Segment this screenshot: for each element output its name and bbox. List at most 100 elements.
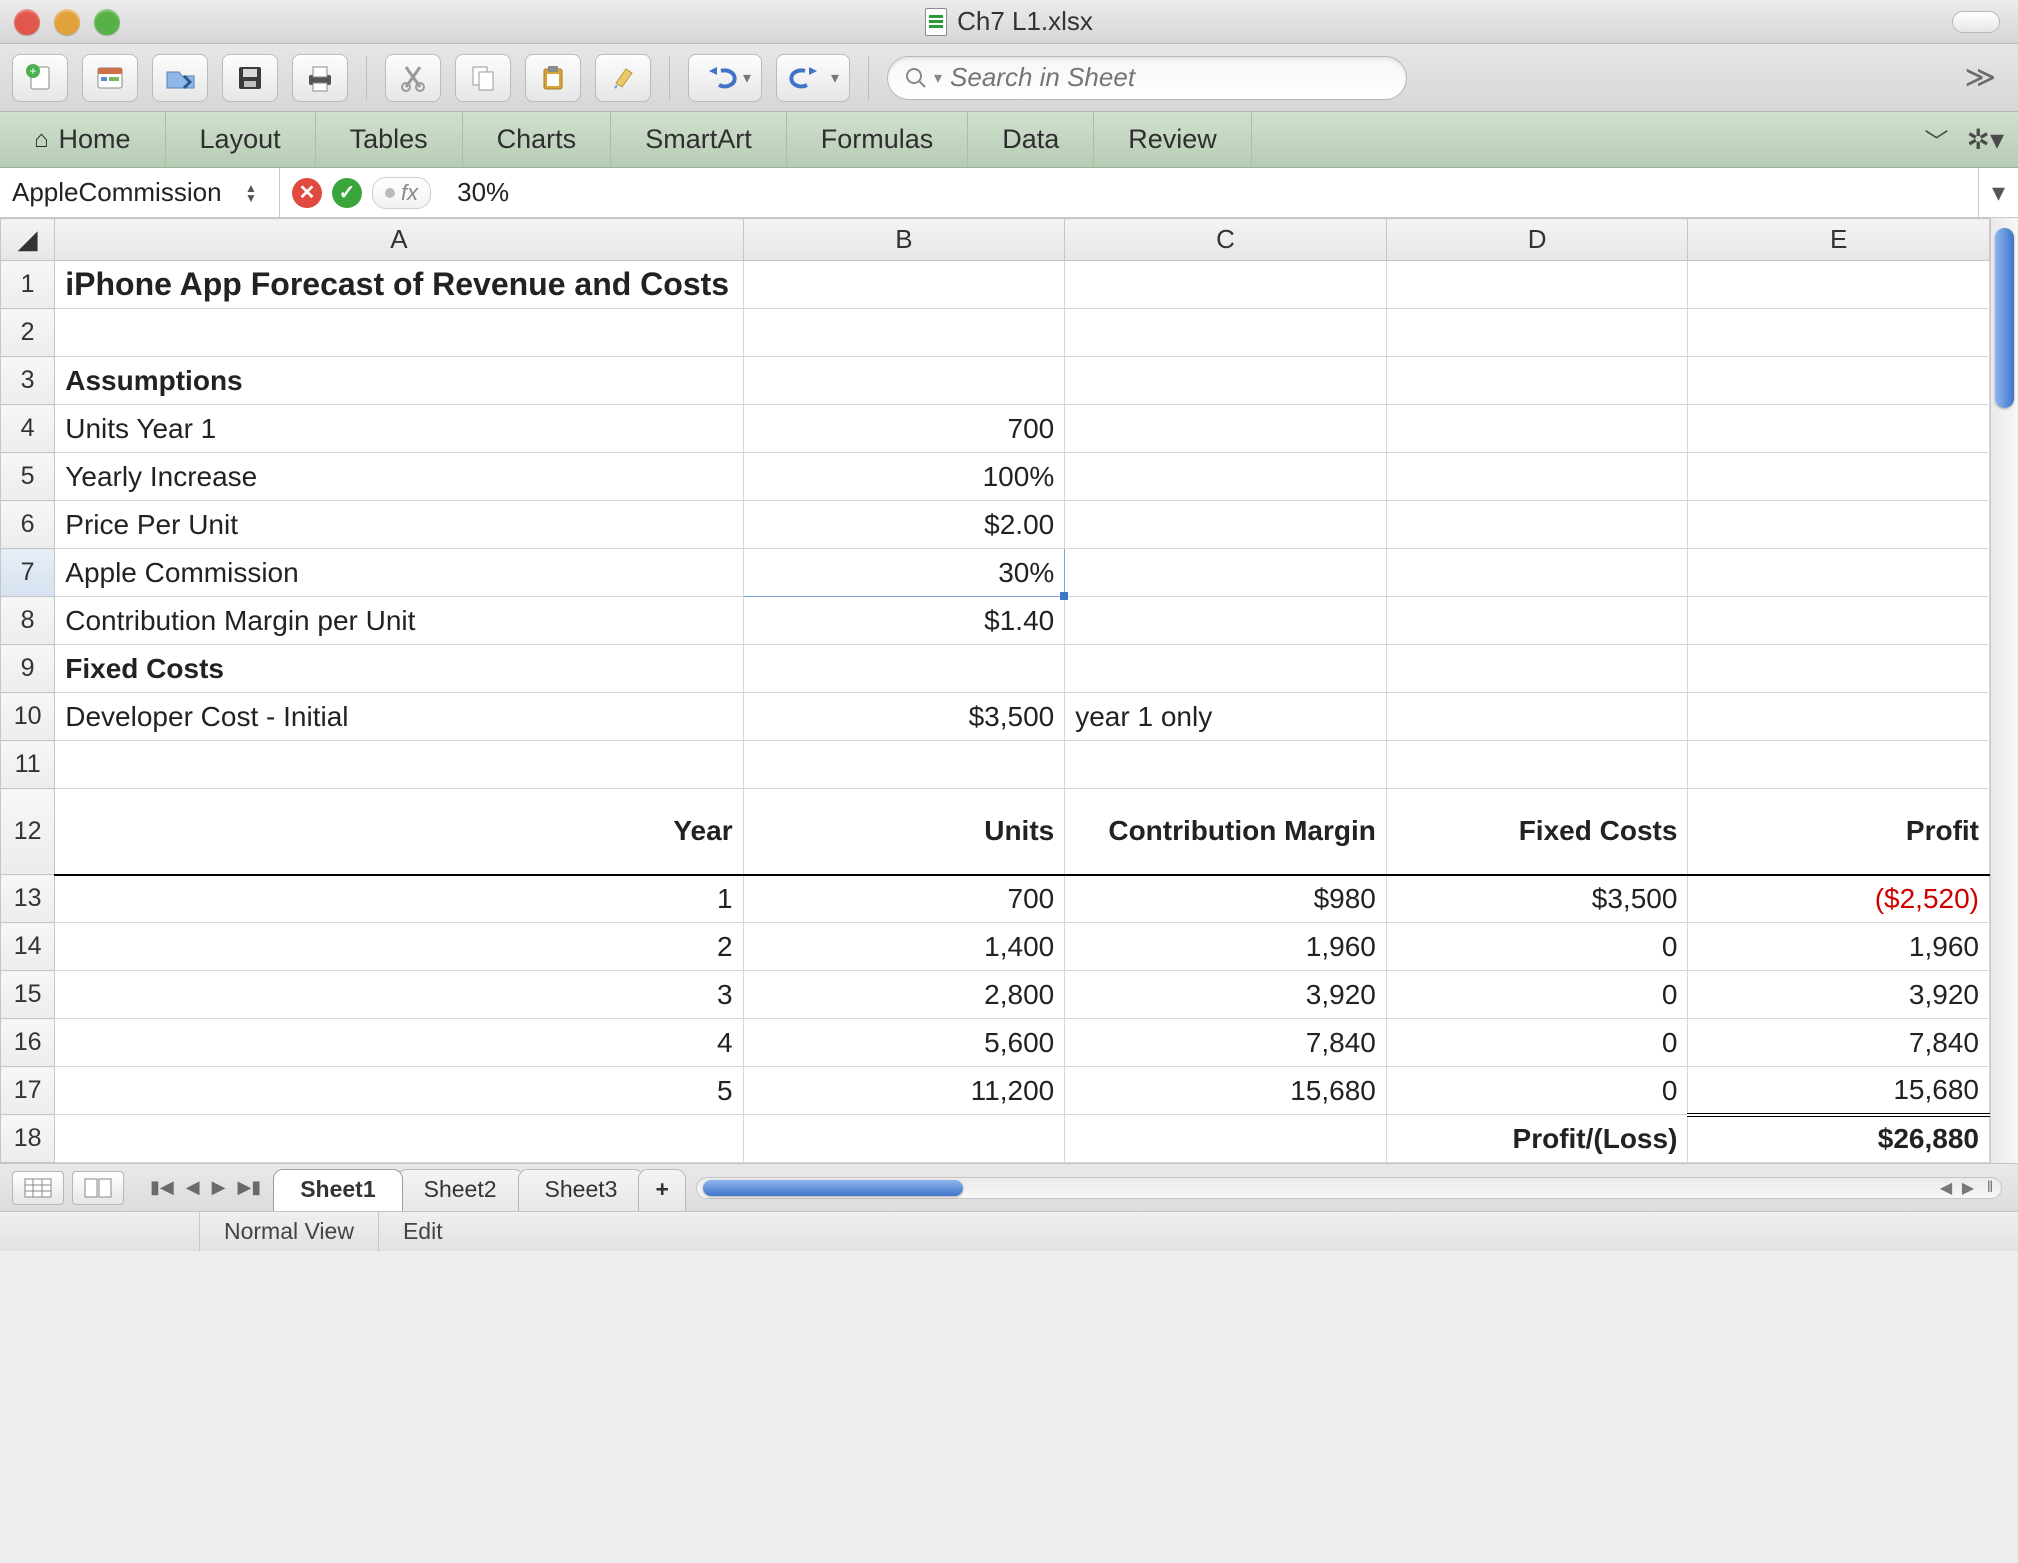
cell-E15[interactable]: 3,920 — [1688, 971, 1990, 1019]
cell-E13[interactable]: ($2,520) — [1688, 875, 1990, 923]
ribbon-tab-layout[interactable]: Layout — [166, 112, 316, 167]
spreadsheet-grid[interactable]: ◢ A B C D E 1iPhone App Forecast of Reve… — [0, 218, 1990, 1163]
row-header-11[interactable]: 11 — [1, 741, 55, 789]
cell-B1[interactable] — [743, 261, 1065, 309]
row-header-17[interactable]: 17 — [1, 1067, 55, 1115]
cell-D9[interactable] — [1386, 645, 1688, 693]
format-painter-button[interactable] — [595, 54, 651, 102]
cell-A18[interactable] — [55, 1115, 743, 1163]
ribbon-tab-home[interactable]: ⌂ Home — [0, 112, 166, 167]
close-window-button[interactable] — [14, 9, 40, 35]
formula-input[interactable]: 30% — [443, 177, 1978, 208]
cell-B4[interactable]: 700 — [743, 405, 1065, 453]
row-header-14[interactable]: 14 — [1, 923, 55, 971]
row-header-7[interactable]: 7 — [1, 549, 55, 597]
row-header-3[interactable]: 3 — [1, 357, 55, 405]
cell-E17[interactable]: 15,680 — [1688, 1067, 1990, 1115]
cell-D1[interactable] — [1386, 261, 1688, 309]
page-layout-view-button[interactable] — [72, 1171, 124, 1205]
accept-edit-button[interactable]: ✓ — [332, 178, 362, 208]
row-header-9[interactable]: 9 — [1, 645, 55, 693]
cell-E1[interactable] — [1688, 261, 1990, 309]
normal-view-button[interactable] — [12, 1171, 64, 1205]
cell-E8[interactable] — [1688, 597, 1990, 645]
cell-B2[interactable] — [743, 309, 1065, 357]
toolbar-overflow-button[interactable]: ≫ — [1965, 60, 2006, 95]
minimize-window-button[interactable] — [54, 9, 80, 35]
cell-D15[interactable]: 0 — [1386, 971, 1688, 1019]
cell-A12[interactable]: Year — [55, 789, 743, 875]
cell-E10[interactable] — [1688, 693, 1990, 741]
cell-C5[interactable] — [1065, 453, 1387, 501]
vertical-scrollbar[interactable] — [1990, 218, 2018, 1163]
cell-C16[interactable]: 7,840 — [1065, 1019, 1387, 1067]
row-header-15[interactable]: 15 — [1, 971, 55, 1019]
ribbon-tab-tables[interactable]: Tables — [316, 112, 463, 167]
cell-B10[interactable]: $3,500 — [743, 693, 1065, 741]
ribbon-tab-data[interactable]: Data — [968, 112, 1094, 167]
row-header-6[interactable]: 6 — [1, 501, 55, 549]
cell-D10[interactable] — [1386, 693, 1688, 741]
templates-button[interactable] — [82, 54, 138, 102]
cell-E7[interactable] — [1688, 549, 1990, 597]
zoom-window-button[interactable] — [94, 9, 120, 35]
cell-D18[interactable]: Profit/(Loss) — [1386, 1115, 1688, 1163]
cell-D7[interactable] — [1386, 549, 1688, 597]
row-header-16[interactable]: 16 — [1, 1019, 55, 1067]
cell-B13[interactable]: 700 — [743, 875, 1065, 923]
cell-A13[interactable]: 1 — [55, 875, 743, 923]
cell-C15[interactable]: 3,920 — [1065, 971, 1387, 1019]
cell-C3[interactable] — [1065, 357, 1387, 405]
cell-B15[interactable]: 2,800 — [743, 971, 1065, 1019]
column-header-A[interactable]: A — [55, 219, 743, 261]
ribbon-tab-formulas[interactable]: Formulas — [787, 112, 969, 167]
sheet-tab-sheet2[interactable]: Sheet2 — [397, 1169, 524, 1211]
cell-B12[interactable]: Units — [743, 789, 1065, 875]
cell-E11[interactable] — [1688, 741, 1990, 789]
name-box-stepper[interactable]: ▲▼ — [245, 179, 267, 207]
open-button[interactable] — [152, 54, 208, 102]
cell-C6[interactable] — [1065, 501, 1387, 549]
cell-D17[interactable]: 0 — [1386, 1067, 1688, 1115]
cell-E9[interactable] — [1688, 645, 1990, 693]
ribbon-tab-smartart[interactable]: SmartArt — [611, 112, 787, 167]
cell-B18[interactable] — [743, 1115, 1065, 1163]
row-header-8[interactable]: 8 — [1, 597, 55, 645]
column-header-D[interactable]: D — [1386, 219, 1688, 261]
cell-B16[interactable]: 5,600 — [743, 1019, 1065, 1067]
prev-sheet-button[interactable]: ◀ — [180, 1177, 206, 1198]
cell-C12[interactable]: Contribution Margin — [1065, 789, 1387, 875]
cell-E3[interactable] — [1688, 357, 1990, 405]
copy-button[interactable] — [455, 54, 511, 102]
cell-A16[interactable]: 4 — [55, 1019, 743, 1067]
cut-button[interactable] — [385, 54, 441, 102]
cell-E5[interactable] — [1688, 453, 1990, 501]
paste-button[interactable] — [525, 54, 581, 102]
cell-A1[interactable]: iPhone App Forecast of Revenue and Costs — [55, 261, 743, 309]
formula-bar-expand-button[interactable]: ▾ — [1978, 168, 2018, 217]
select-all-corner[interactable]: ◢ — [1, 219, 55, 261]
cell-D8[interactable] — [1386, 597, 1688, 645]
insert-function-button[interactable]: fx — [372, 177, 431, 209]
cell-A5[interactable]: Yearly Increase — [55, 453, 743, 501]
cell-D11[interactable] — [1386, 741, 1688, 789]
cell-E4[interactable] — [1688, 405, 1990, 453]
cell-B11[interactable] — [743, 741, 1065, 789]
cell-E18[interactable]: $26,880 — [1688, 1115, 1990, 1163]
cell-D13[interactable]: $3,500 — [1386, 875, 1688, 923]
sheet-search-input[interactable] — [948, 61, 1390, 94]
row-header-4[interactable]: 4 — [1, 405, 55, 453]
cell-E12[interactable]: Profit — [1688, 789, 1990, 875]
cell-A15[interactable]: 3 — [55, 971, 743, 1019]
row-header-13[interactable]: 13 — [1, 875, 55, 923]
cell-C13[interactable]: $980 — [1065, 875, 1387, 923]
cell-A7[interactable]: Apple Commission — [55, 549, 743, 597]
column-header-C[interactable]: C — [1065, 219, 1387, 261]
cell-B7[interactable]: 30% — [743, 549, 1065, 597]
sheet-nav-arrows[interactable]: ▮◀ ◀ ▶ ▶▮ — [136, 1177, 267, 1198]
cell-C10[interactable]: year 1 only — [1065, 693, 1387, 741]
row-header-2[interactable]: 2 — [1, 309, 55, 357]
cell-C11[interactable] — [1065, 741, 1387, 789]
cell-C9[interactable] — [1065, 645, 1387, 693]
row-header-1[interactable]: 1 — [1, 261, 55, 309]
